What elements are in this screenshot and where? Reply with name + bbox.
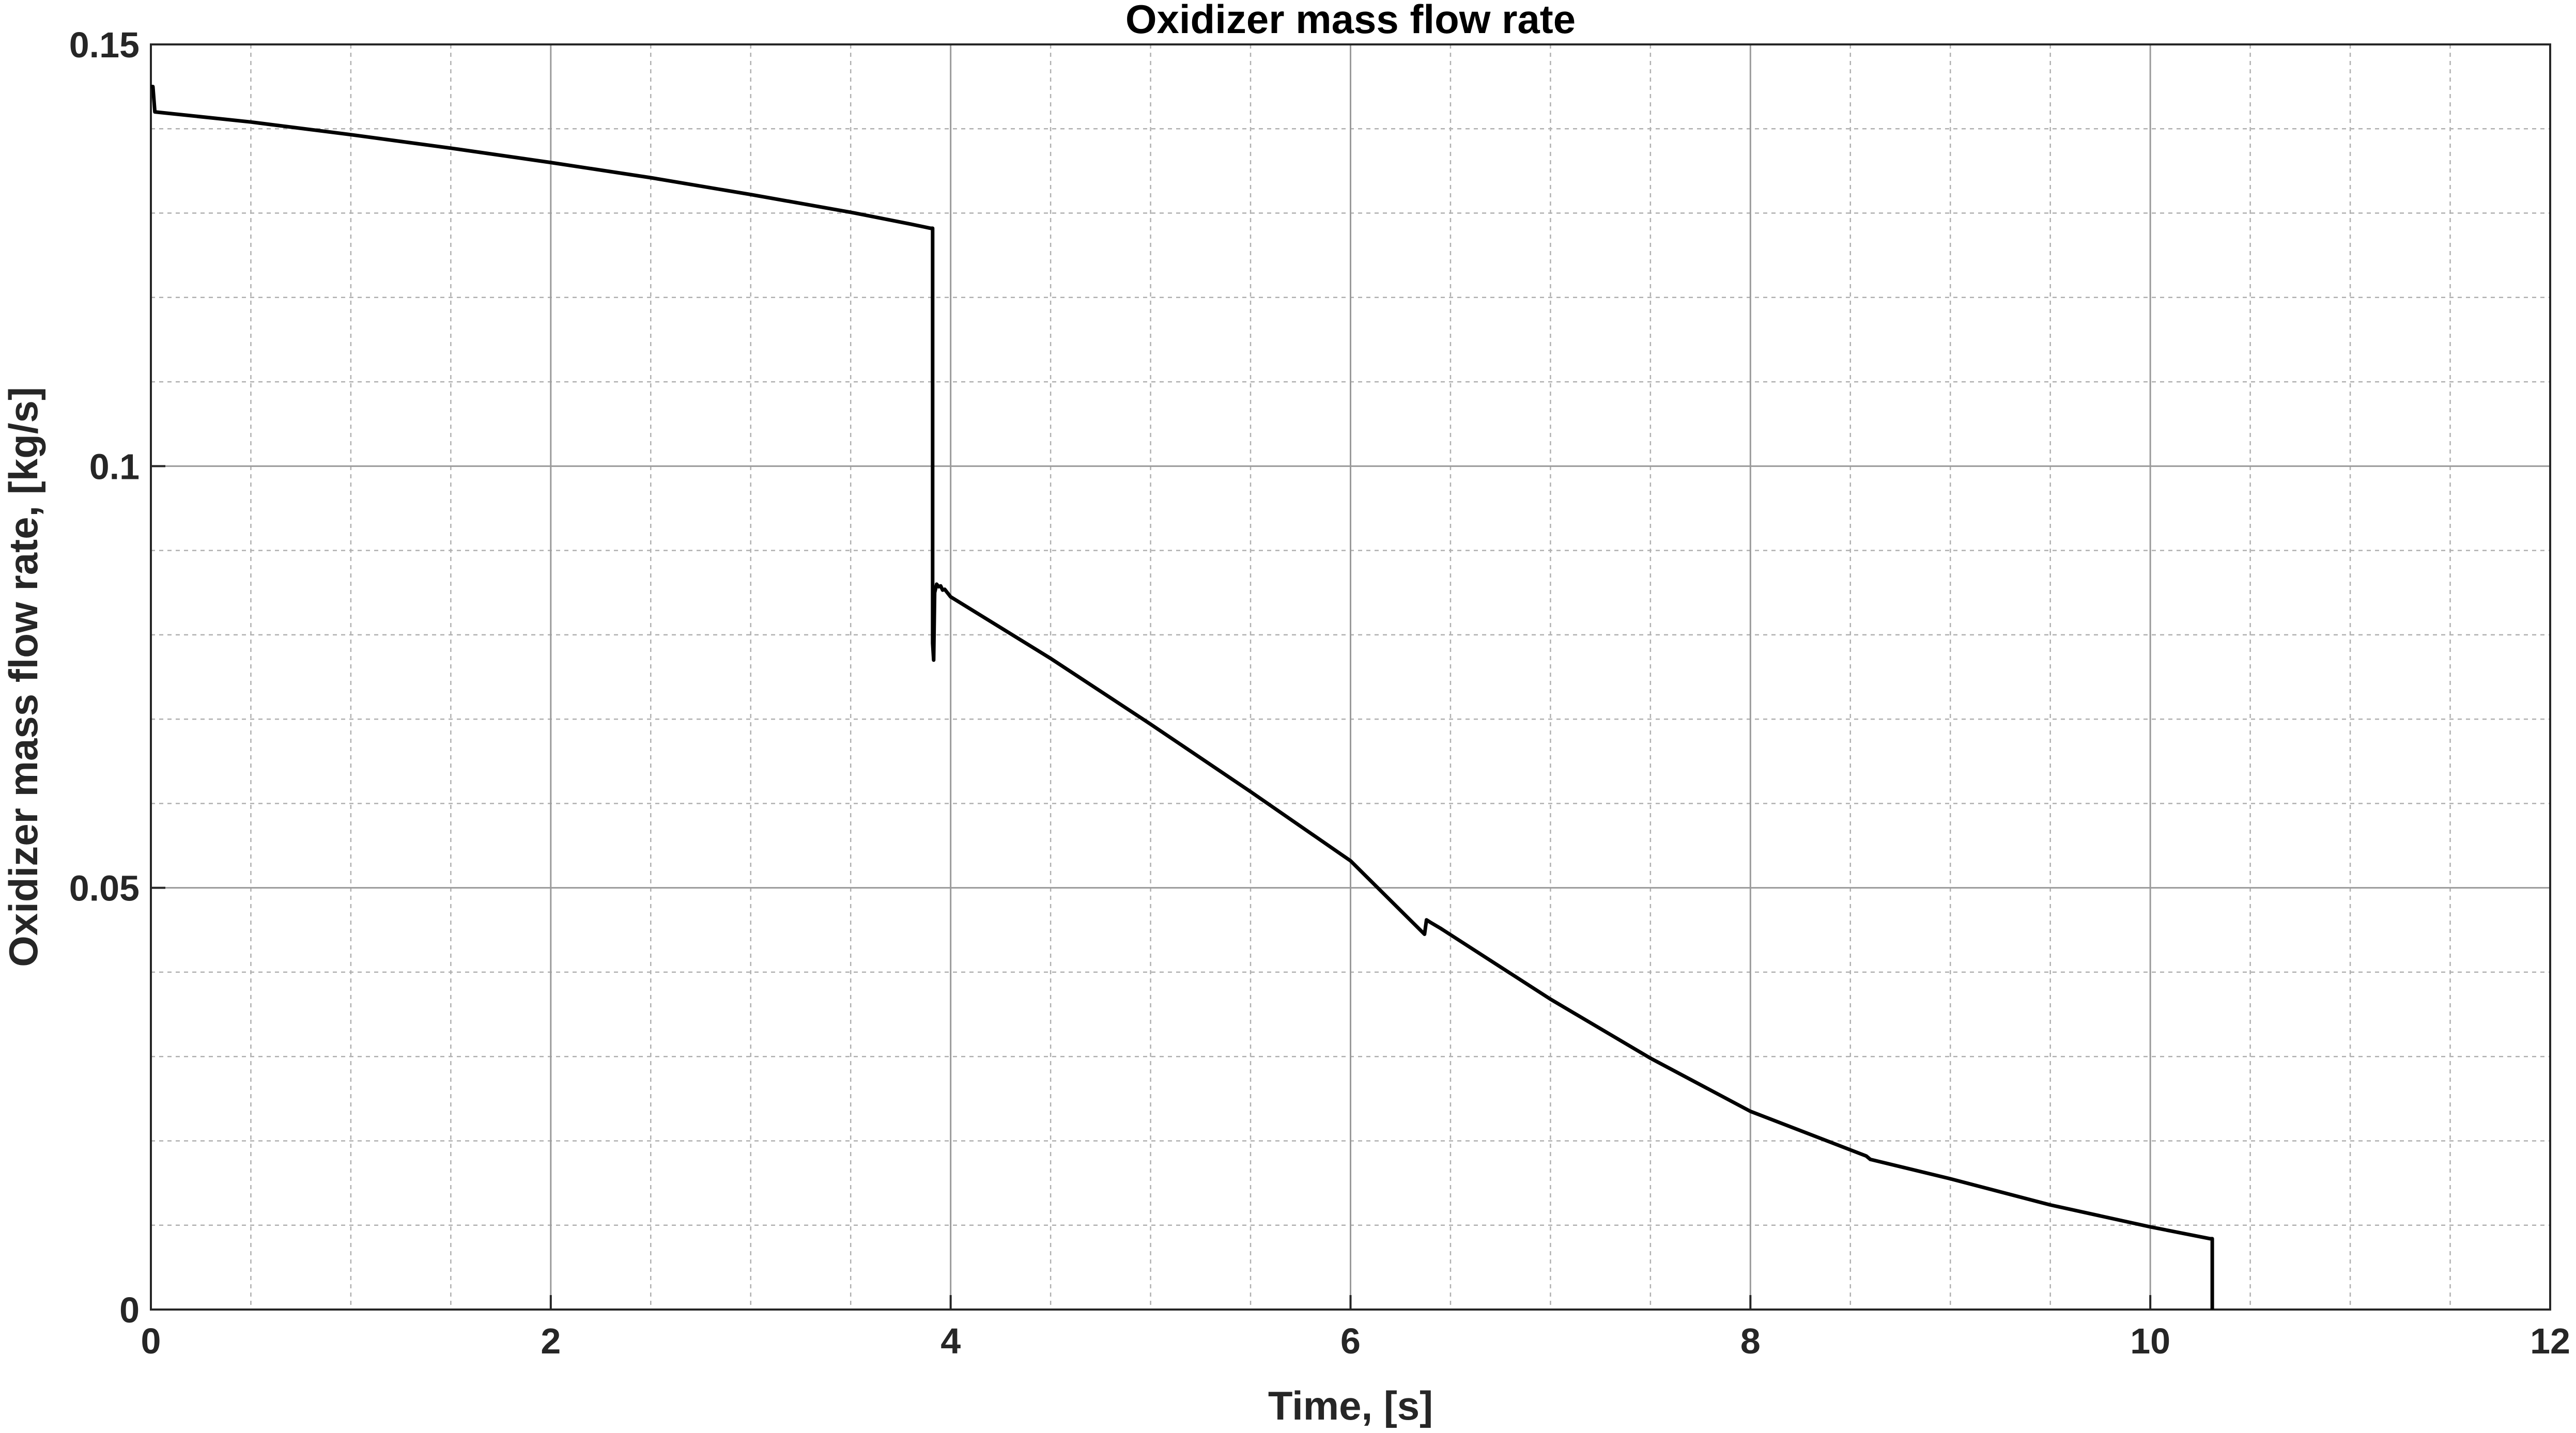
data-layer [151, 85, 2214, 1310]
x-tick-label: 10 [2130, 1321, 2170, 1361]
chart-title: Oxidizer mass flow rate [1125, 0, 1576, 42]
y-axis-ticks: 0 0.05 0.1 0.15 [69, 25, 165, 1330]
series-line [151, 85, 2214, 1310]
x-tick-label: 4 [940, 1321, 961, 1361]
x-axis-ticks: 0 2 4 6 8 10 12 [141, 1295, 2570, 1361]
x-tick-label: 12 [2530, 1321, 2570, 1361]
x-tick-label: 2 [541, 1321, 561, 1361]
x-axis-label: Time, [s] [1268, 1383, 1433, 1428]
y-tick-label: 0.1 [89, 446, 140, 487]
y-tick-label: 0.05 [69, 868, 140, 909]
y-axis-label: Oxidizer mass flow rate, [kg/s] [1, 387, 46, 967]
x-tick-label: 6 [1340, 1321, 1361, 1361]
x-tick-label: 8 [1740, 1321, 1761, 1361]
y-tick-label: 0 [119, 1290, 140, 1330]
y-tick-label: 0.15 [69, 25, 140, 65]
major-grid [151, 44, 2550, 1310]
x-tick-label: 0 [141, 1321, 161, 1361]
